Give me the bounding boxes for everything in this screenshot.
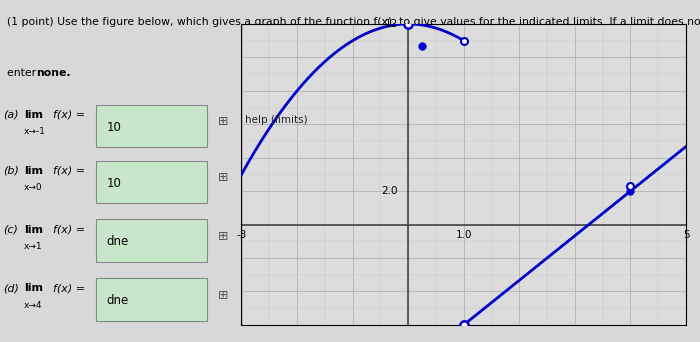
Text: enter: enter [7,68,40,78]
Text: (a): (a) [3,110,18,120]
Text: 10: 10 [106,176,121,189]
Text: f(x) =: f(x) = [53,225,85,235]
Text: help (limits): help (limits) [245,115,307,125]
Text: (d): (d) [3,283,18,293]
Text: ⊞: ⊞ [218,115,229,128]
Text: dne: dne [106,235,129,248]
Text: lim: lim [24,166,43,176]
Text: -3: -3 [237,231,246,240]
Text: lim: lim [24,110,43,120]
Text: lim: lim [24,225,43,235]
Text: ⊞: ⊞ [218,171,229,184]
Text: x→0: x→0 [24,183,43,192]
Text: 12: 12 [385,19,398,29]
Text: f(x) =: f(x) = [53,166,85,176]
Text: 1.0: 1.0 [456,231,472,240]
Text: (b): (b) [3,166,18,176]
Text: 10: 10 [106,121,121,134]
Text: dne: dne [106,294,129,307]
Text: f(x) =: f(x) = [53,110,85,120]
Text: x→-1: x→-1 [24,127,46,136]
Text: 5: 5 [682,231,690,240]
Text: (1 point) Use the figure below, which gives a graph of the function f(x), to giv: (1 point) Use the figure below, which gi… [7,17,700,27]
FancyBboxPatch shape [96,161,207,203]
FancyBboxPatch shape [96,219,207,262]
Text: x→1: x→1 [24,242,43,251]
FancyBboxPatch shape [96,278,207,321]
Text: ⊞: ⊞ [218,289,229,302]
Text: ⊞: ⊞ [218,230,229,243]
Text: f(x) =: f(x) = [53,283,85,293]
Text: x→4: x→4 [24,301,43,310]
Text: lim: lim [24,283,43,293]
Text: (c): (c) [3,225,18,235]
Text: none.: none. [36,68,71,78]
Text: 2.0: 2.0 [382,186,398,196]
FancyBboxPatch shape [96,105,207,147]
